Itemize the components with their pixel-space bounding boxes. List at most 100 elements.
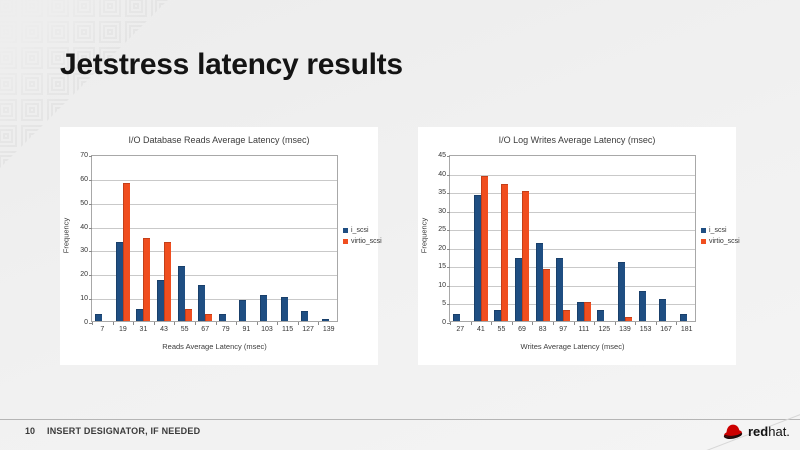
y-tick-label: 25	[438, 226, 446, 234]
gridline	[92, 179, 337, 181]
pattern-tile	[72, 0, 98, 20]
bar-virtio_scsi	[164, 242, 172, 321]
pattern-tile	[20, 0, 46, 20]
gridline	[450, 248, 695, 250]
x-tick-mark	[676, 322, 678, 325]
chart-panel-database-reads: I/O Database Reads Average Latency (msec…	[60, 127, 382, 365]
y-tick-mark	[89, 203, 92, 205]
legend-item: virtio_scsi	[701, 238, 740, 245]
bar-i_scsi	[301, 311, 309, 321]
y-axis-title: Frequency	[61, 217, 71, 254]
gridline	[450, 230, 695, 232]
legend-item: i_scsi	[343, 227, 382, 234]
x-tick-label: 115	[281, 326, 294, 333]
y-tick-label: 70	[80, 152, 88, 159]
footer-divider	[0, 419, 800, 420]
x-tick-label: 167	[660, 326, 672, 333]
x-tick-label: 139	[619, 326, 631, 333]
bar-i_scsi	[515, 257, 523, 321]
legend-label: virtio_scsi	[709, 238, 740, 245]
y-tick-mark	[89, 227, 92, 229]
y-tick-label: 40	[438, 170, 446, 178]
bar-i_scsi	[638, 291, 646, 321]
legend-swatch-i-scsi	[701, 228, 706, 233]
pattern-tile	[46, 20, 72, 46]
x-axis-title: Reads Average Latency (msec)	[162, 342, 267, 351]
x-tick-label: 55	[497, 326, 506, 333]
bar-i_scsi	[259, 294, 267, 321]
gridline	[450, 304, 695, 306]
y-tick-mark	[89, 275, 92, 277]
y-tick-label: 20	[438, 244, 446, 252]
gridline	[92, 275, 337, 277]
gridline	[450, 285, 695, 287]
y-tick-mark	[89, 156, 92, 157]
y-tick-mark	[447, 230, 450, 232]
x-tick-mark	[573, 322, 575, 325]
pattern-tile	[0, 46, 20, 72]
plot-area: 0 5 10 15 20 25 30 35 40 45 27 41 55 69 83 97 111 125 139 1…	[438, 152, 696, 333]
pattern-tile	[0, 72, 20, 98]
bar-virtio_scsi	[143, 237, 151, 321]
x-tick-mark	[277, 322, 279, 325]
pattern-tile	[20, 150, 46, 174]
pattern-tile	[46, 98, 72, 124]
plot-area: 0 10 20 30 40 50 60 70 7 19 31 43 55 67 79 91 103 115 127 1…	[80, 152, 338, 333]
bar-i_scsi	[177, 266, 185, 321]
gridline	[92, 227, 337, 229]
pattern-tile	[98, 20, 124, 46]
gridline	[92, 251, 337, 253]
x-tick-mark	[174, 322, 176, 325]
pattern-tile	[150, 20, 174, 46]
y-tick-label: 40	[80, 223, 88, 231]
x-tick-mark	[215, 322, 217, 325]
gridline	[450, 193, 695, 195]
y-tick-label: 50	[80, 199, 88, 207]
y-tick-mark	[447, 323, 450, 324]
x-tick-mark	[92, 322, 93, 325]
y-tick-mark	[447, 174, 450, 176]
legend-label: i_scsi	[351, 227, 369, 234]
y-tick-mark	[89, 299, 92, 301]
y-tick-mark	[447, 211, 450, 213]
pattern-tile	[98, 0, 124, 20]
legend-label: virtio_scsi	[351, 238, 382, 245]
y-tick-mark	[447, 304, 450, 306]
x-tick-mark	[491, 322, 493, 325]
bar-i_scsi	[473, 194, 481, 321]
y-tick-label: 30	[438, 207, 446, 215]
legend-label: i_scsi	[709, 227, 727, 234]
x-tick-label: 79	[221, 326, 230, 333]
page-number: 10	[25, 426, 36, 436]
y-tick-label: 20	[80, 271, 88, 279]
bar-i_scsi	[576, 302, 584, 321]
x-tick-mark	[297, 322, 299, 325]
bar-i_scsi	[659, 298, 667, 321]
bar-virtio_scsi	[522, 191, 530, 321]
wordmark-red: red	[748, 424, 769, 439]
bar-i_scsi	[679, 313, 687, 321]
y-tick-label: 45	[438, 152, 446, 159]
x-axis-title: Writes Average Latency (msec)	[520, 342, 625, 351]
y-tick-mark	[447, 267, 450, 269]
pattern-tile	[20, 98, 46, 124]
bar-virtio_scsi	[122, 182, 130, 321]
gridline	[450, 174, 695, 176]
bar-i_scsi	[136, 309, 144, 321]
pattern-tile	[124, 98, 150, 124]
pattern-tile	[72, 20, 98, 46]
legend-swatch-virtio-scsi	[343, 239, 348, 244]
chart-legend: i_scsi virtio_scsi	[343, 227, 382, 249]
x-tick-mark	[256, 322, 258, 325]
x-tick-label: 55	[180, 326, 189, 333]
x-tick-label: 7	[100, 326, 105, 333]
gridline	[92, 203, 337, 205]
y-tick-label: 15	[438, 263, 446, 271]
legend-swatch-i-scsi	[343, 228, 348, 233]
y-tick-label: 35	[438, 189, 446, 197]
bar-virtio_scsi	[184, 309, 192, 321]
pattern-tile	[0, 0, 20, 20]
x-tick-mark	[614, 322, 616, 325]
x-tick-mark	[194, 322, 196, 325]
